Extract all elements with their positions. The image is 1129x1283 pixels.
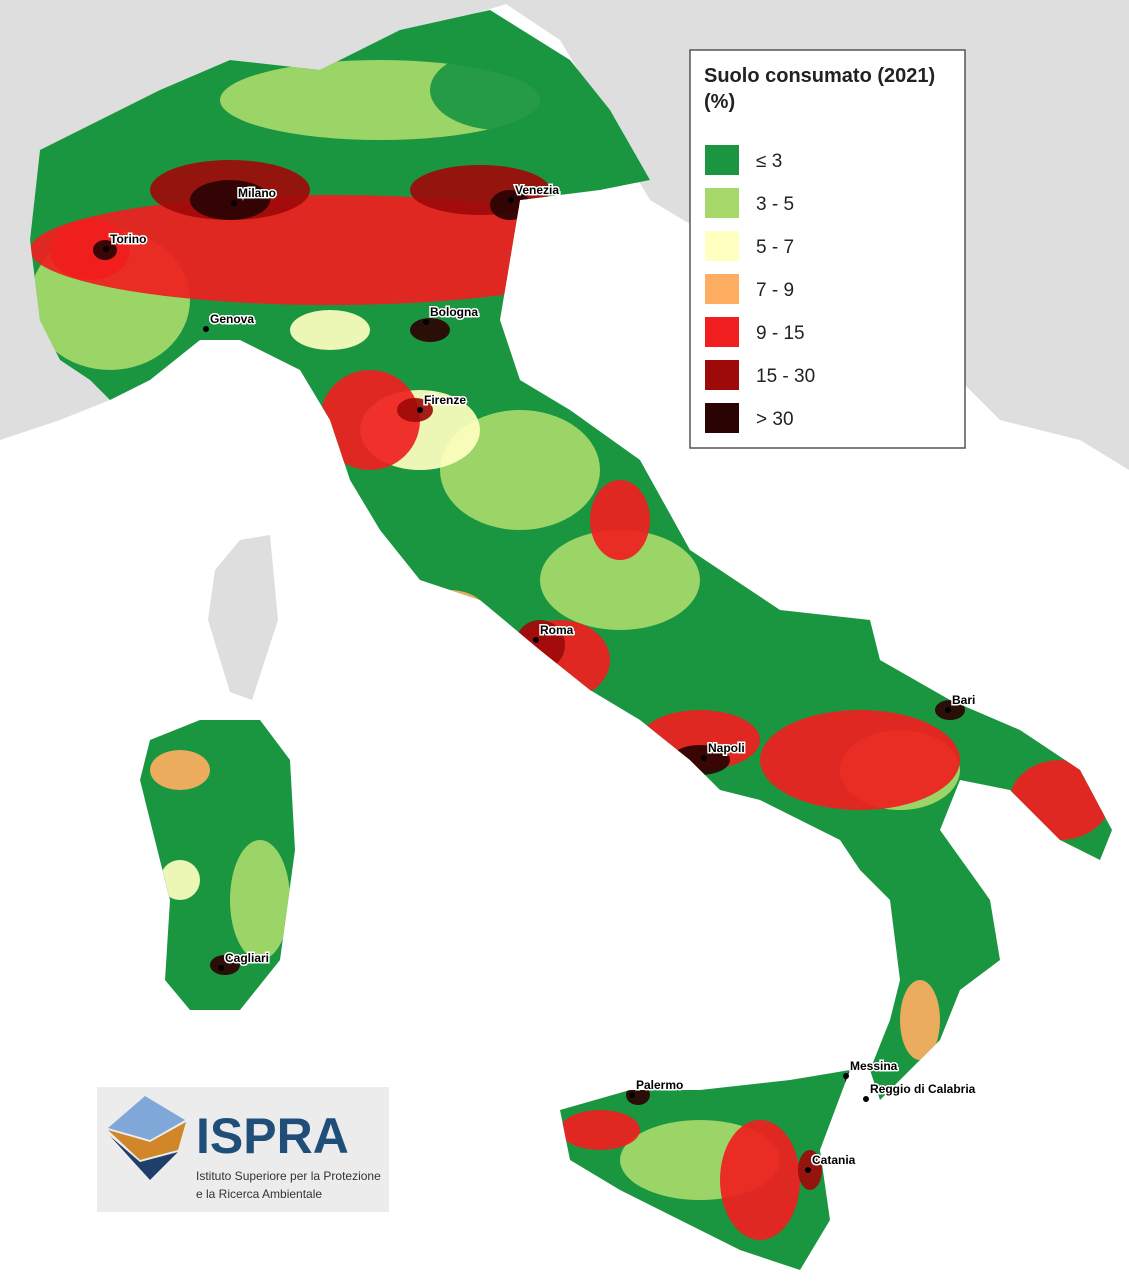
land-patch	[560, 1110, 640, 1150]
legend-label: 7 - 9	[756, 280, 794, 301]
legend-swatch	[705, 145, 739, 175]
legend-swatch	[705, 231, 739, 261]
land-patch	[760, 710, 960, 810]
legend-title: Suolo consumato (2021)	[704, 65, 935, 87]
legend-label: ≤ 3	[756, 151, 782, 172]
city-dot	[533, 637, 539, 643]
city-label: Bari	[952, 693, 975, 707]
corsica	[208, 535, 278, 700]
logo-name: ISPRA	[196, 1108, 349, 1164]
legend-swatch	[705, 188, 739, 218]
legend-label: 3 - 5	[756, 194, 794, 215]
land-patch	[230, 840, 290, 960]
land-patch	[160, 860, 200, 900]
legend-swatch	[705, 274, 739, 304]
logo-subtitle: Istituto Superiore per la Protezione	[196, 1169, 381, 1183]
legend-unit: (%)	[704, 91, 735, 113]
city-label: Palermo	[636, 1078, 683, 1092]
land-patch	[397, 398, 433, 422]
city-dot	[231, 200, 237, 206]
logo: ISPRA Istituto Superiore per la Protezio…	[97, 1087, 389, 1212]
legend-label: 15 - 30	[756, 366, 815, 387]
city-label: Torino	[110, 232, 146, 246]
city-dot	[629, 1092, 635, 1098]
logo-subtitle: e la Ricerca Ambientale	[196, 1187, 322, 1201]
city-label: Firenze	[424, 393, 466, 407]
land-patch	[30, 195, 630, 305]
land-patch	[290, 310, 370, 350]
city-label: Genova	[210, 312, 254, 326]
legend-label: > 30	[756, 409, 794, 430]
land-patch	[210, 955, 240, 975]
legend-label: 9 - 15	[756, 323, 805, 344]
land-patch	[50, 220, 130, 280]
city-label: Milano	[238, 186, 276, 200]
logo-icon	[108, 1096, 185, 1140]
city-dot	[701, 755, 707, 761]
city-dot	[843, 1073, 849, 1079]
city-label: Messina	[850, 1059, 898, 1073]
land-patch	[440, 410, 600, 530]
land-patch	[150, 750, 210, 790]
land-patch	[910, 860, 990, 980]
land-patch	[720, 1120, 800, 1240]
city-label: Reggio di Calabria	[870, 1082, 976, 1096]
legend-label: 5 - 7	[756, 237, 794, 258]
land-patch	[900, 980, 940, 1060]
city-label: Roma	[540, 623, 574, 637]
neighbour-land	[0, 0, 520, 440]
land-patch	[590, 480, 650, 560]
legend-swatch	[705, 403, 739, 433]
land-patch	[626, 1085, 650, 1105]
logo-icon	[108, 1122, 186, 1160]
city-label: Venezia	[515, 183, 559, 197]
city-label: Napoli	[708, 741, 745, 755]
city-dot	[863, 1096, 869, 1102]
city-dot	[805, 1167, 811, 1173]
city-label: Bologna	[430, 305, 478, 319]
city-dot	[417, 407, 423, 413]
logo-icon	[110, 1136, 178, 1180]
city-dot	[945, 707, 951, 713]
land-patch	[410, 318, 450, 342]
land-patch	[430, 50, 570, 130]
legend-swatch	[705, 360, 739, 390]
city-dot	[203, 326, 209, 332]
land-patch	[320, 370, 420, 470]
city-label: Cagliari	[225, 951, 269, 965]
city-dot	[218, 965, 224, 971]
land-patch	[540, 530, 700, 630]
city-dot	[103, 246, 109, 252]
city-dot	[423, 319, 429, 325]
legend-swatch	[705, 317, 739, 347]
land-patch	[190, 180, 270, 220]
city-label: Catania	[812, 1153, 856, 1167]
city-dot	[508, 197, 514, 203]
legend: Suolo consumato (2021) (%) ≤ 3 3 - 5 5 - 7…	[689, 49, 966, 449]
